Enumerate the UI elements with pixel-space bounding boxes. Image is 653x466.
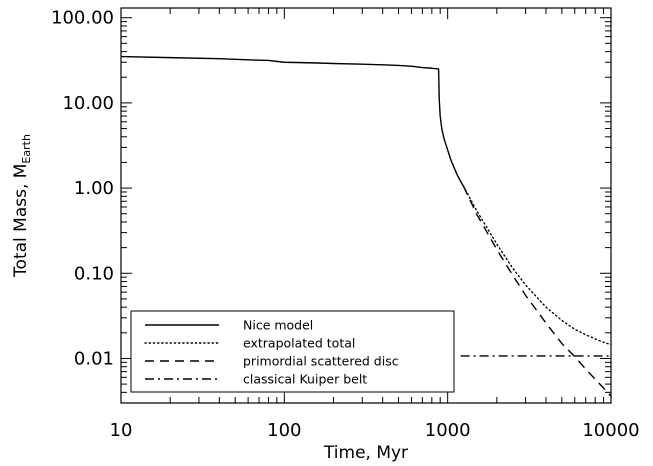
legend-label: Nice model xyxy=(243,318,313,333)
series-line-dashed xyxy=(462,185,612,397)
y-tick-label: 100.00 xyxy=(51,8,114,29)
series-line-dotted xyxy=(462,185,612,346)
x-tick-label: 10000 xyxy=(582,420,639,441)
legend-label: extrapolated total xyxy=(243,336,355,351)
y-axis-title-subscript: Earth xyxy=(20,134,33,164)
y-axis-title-main: Total Mass, M xyxy=(11,164,31,278)
x-tick-label: 1000 xyxy=(425,420,471,441)
legend-label: primordial scattered disc xyxy=(243,354,399,369)
x-axis-title: Time, Myr xyxy=(323,443,408,463)
y-tick-label: 0.01 xyxy=(74,348,114,369)
series-layer xyxy=(120,55,612,397)
y-tick-label: 10.00 xyxy=(62,93,114,114)
ticks-layer: 10 100 1000 10000 0.01 0.10 1.00 10.00 100.00 xyxy=(51,8,640,441)
x-tick-label: 10 xyxy=(110,420,133,441)
y-tick-label: 0.10 xyxy=(74,263,114,284)
series-line-solid xyxy=(120,55,465,187)
y-tick-label: 1.00 xyxy=(74,178,114,199)
axes-layer xyxy=(120,7,612,404)
legend: Nice model extrapolated total primordial s… xyxy=(130,310,455,393)
legend-label: classical Kuiper belt xyxy=(243,372,367,387)
y-axis-title: Total Mass, MEarth xyxy=(11,134,33,278)
plot-frame xyxy=(120,7,612,404)
x-tick-label: 100 xyxy=(267,420,301,441)
